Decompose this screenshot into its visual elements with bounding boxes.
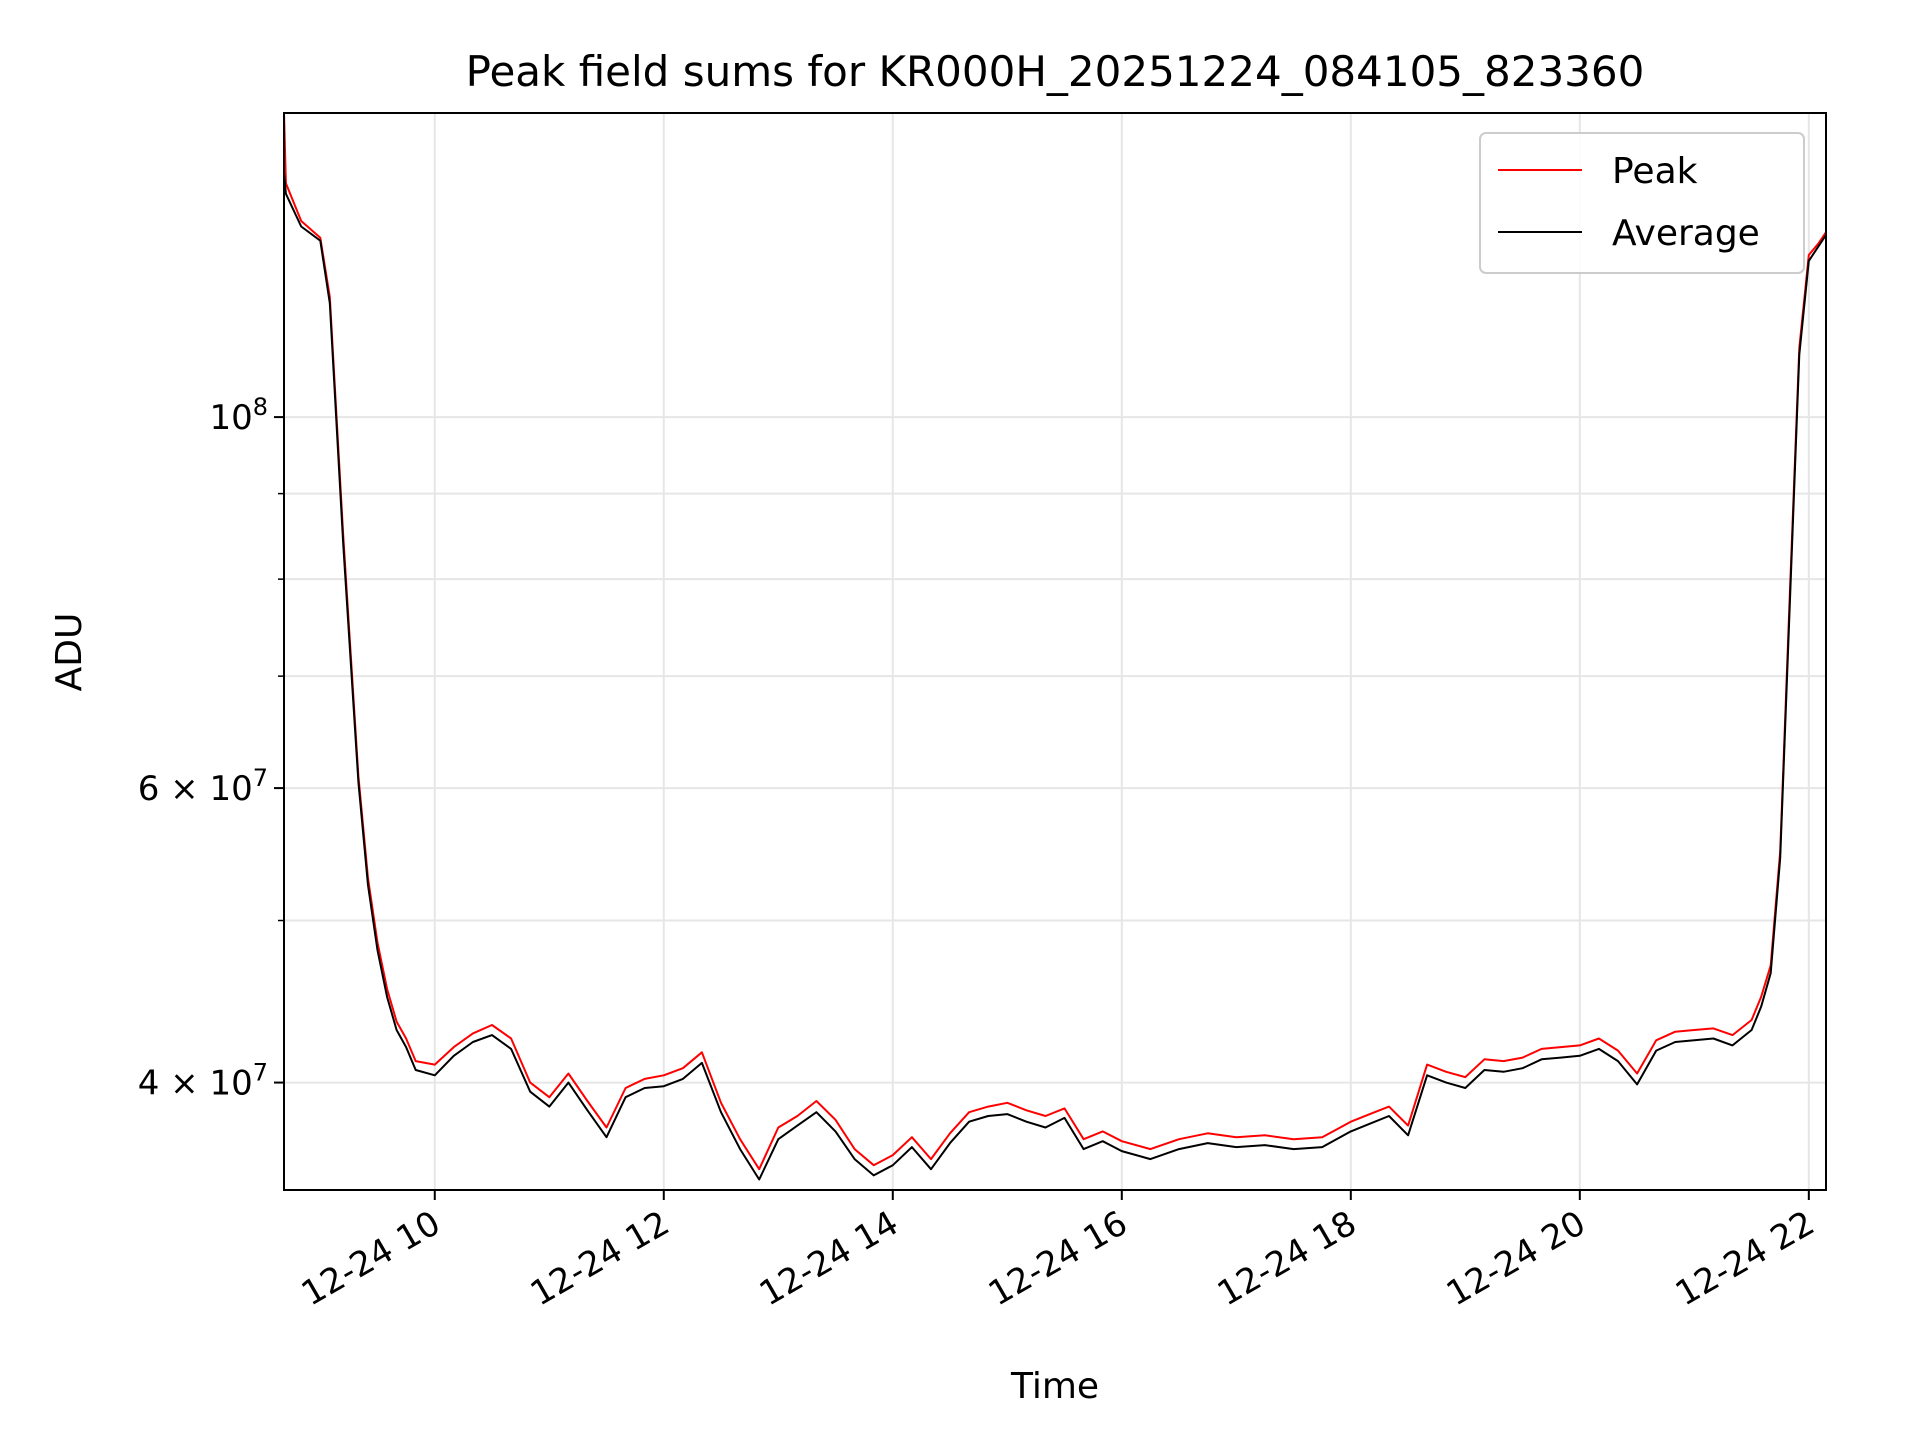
legend-label-peak: Peak [1612,151,1698,192]
y-tick-label: 4 × 107 [138,1059,268,1104]
series-line-peak [284,113,1826,1171]
plot-frame [283,112,1827,1191]
y-axis-label: ADU [49,613,90,692]
legend-box [1479,132,1805,274]
y-tick-label: 108 [209,393,268,438]
y-tick-label: 6 × 107 [138,764,268,809]
legend: Peak Average [1479,132,1805,274]
x-axis-label: Time [1010,1366,1099,1407]
series-layer [284,113,1826,1181]
series-line-average [284,172,1826,1181]
chart-title: Peak field sums for KR000H_20251224_0841… [466,47,1645,96]
legend-label-average: Average [1612,213,1760,254]
grid-layer [284,113,1826,1190]
